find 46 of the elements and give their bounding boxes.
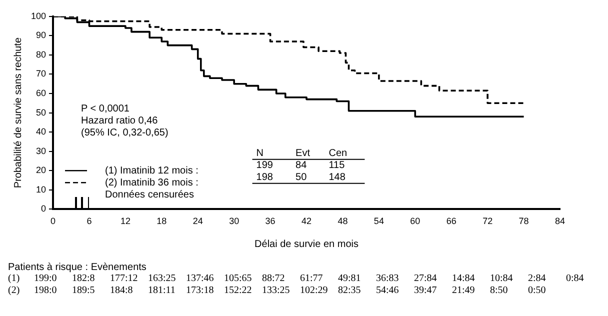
x-tick-label: 84 (554, 216, 566, 226)
annotation: Données censurées (105, 189, 194, 200)
x-tick-label: 12 (120, 216, 130, 226)
y-tick-label: 0 (41, 204, 46, 214)
annotation: 199 (256, 160, 274, 172)
x-axis-title: Délai de survie en mois (254, 238, 358, 250)
x-tick-label: 24 (192, 216, 203, 226)
annotation: 148 (328, 172, 346, 184)
y-tick-label: 80 (36, 49, 46, 60)
x-tick-label: 60 (410, 216, 420, 226)
annotation: P < 0,0001 (81, 104, 130, 115)
x-tick-label: 66 (446, 216, 456, 226)
annotation: 84 (296, 160, 308, 172)
x-tick-label: 0 (50, 216, 56, 226)
y-tick-label: 10 (36, 184, 46, 194)
y-tick-label: 70 (36, 68, 46, 79)
y-axis-title: Probabilité de survie sans rechute (12, 37, 24, 188)
x-tick-label: 54 (374, 216, 384, 226)
annotation: (95% IC, 0,32-0,65) (81, 128, 168, 139)
x-tick-label: 6 (86, 216, 92, 226)
annotation: Hazard ratio 0,46 (81, 116, 158, 127)
x-tick-label: 36 (265, 216, 276, 226)
legend-label: (1) Imatinib 12 mois : (105, 165, 198, 176)
x-tick-label: 48 (338, 216, 348, 226)
annotation: 115 (328, 160, 346, 172)
x-tick-label: 72 (482, 216, 493, 226)
y-tick-label: 50 (36, 107, 46, 118)
annotation: 198 (256, 172, 274, 184)
y-tick-label: 30 (36, 146, 46, 156)
annotation: Cen (328, 148, 348, 160)
text: (1) 199:0 182:8 177:12 163:25 137:46 105:65 88:72 61:77 49:81 36:83 27:84 14:84 10:84 2:84 0:84 (8, 273, 584, 284)
x-tick-label: 30 (229, 216, 240, 226)
y-tick-label: 100 (30, 10, 46, 21)
y-tick-label: 20 (36, 165, 46, 176)
x-tick-label: 78 (518, 216, 529, 226)
x-tick-label: 18 (156, 216, 167, 226)
text: Patients à risque : Evènements (8, 262, 148, 273)
y-tick-label: 40 (36, 126, 46, 137)
y-tick-label: 90 (36, 30, 46, 40)
annotation: Evt (296, 148, 310, 160)
text: (2) 198:0 189:5 184:8 181:11 173:18 152:22 133:25 102:29 82:35 54:46 39:47 21:49 8:50 0:50 (8, 285, 546, 296)
annotation: N (256, 148, 264, 160)
y-tick-label: 60 (36, 88, 46, 98)
legend-label: (2) Imatinib 36 mois : (105, 177, 198, 188)
x-tick-label: 42 (302, 216, 312, 226)
annotation: 50 (296, 172, 308, 184)
